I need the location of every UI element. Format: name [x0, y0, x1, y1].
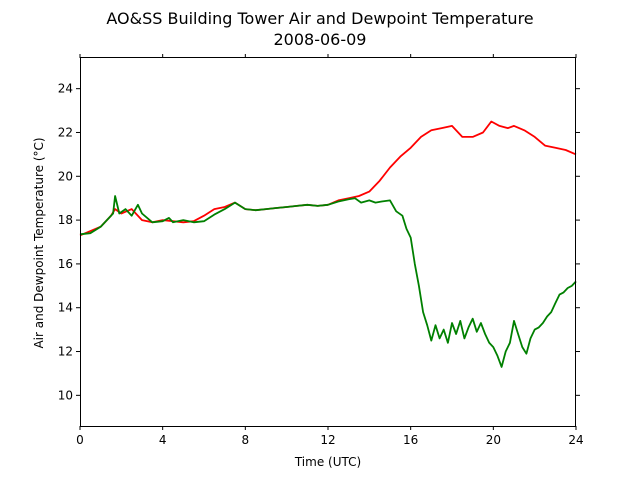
x-tick-label: 12 [320, 433, 335, 447]
y-tick-label: 24 [58, 82, 73, 96]
chart-subtitle: 2008-06-09 [274, 30, 367, 49]
x-axis-label: Time (UTC) [294, 455, 361, 469]
y-tick-label: 10 [58, 388, 73, 402]
x-tick-label: 20 [486, 433, 501, 447]
x-tick-label: 0 [76, 433, 84, 447]
y-tick-label: 20 [58, 169, 73, 183]
y-tick-label: 12 [58, 345, 73, 359]
y-tick-label: 16 [58, 257, 73, 271]
y-tick-label: 14 [58, 301, 73, 315]
x-tick-label: 16 [403, 433, 418, 447]
ticks-layer: 0 4 8 12 16 20 24 10 12 14 16 18 20 22 24 [58, 54, 584, 447]
series-layer [79, 120, 577, 368]
y-tick-label: 22 [58, 125, 73, 139]
y-tick-label: 18 [58, 213, 73, 227]
chart-title: AO&SS Building Tower Air and Dewpoint Te… [106, 9, 533, 28]
plot-frame [80, 57, 576, 427]
x-tick-label: 4 [159, 433, 167, 447]
series-line-1 [79, 195, 577, 368]
x-tick-label: 24 [568, 433, 583, 447]
y-axis-label: Air and Dewpoint Temperature (°C) [32, 137, 46, 348]
x-tick-label: 8 [242, 433, 250, 447]
